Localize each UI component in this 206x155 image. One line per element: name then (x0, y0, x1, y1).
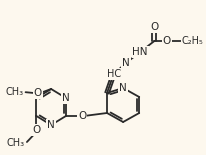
Text: O: O (163, 36, 171, 46)
Text: N: N (47, 120, 55, 130)
Text: N: N (122, 58, 130, 68)
Text: CH₃: CH₃ (7, 138, 25, 148)
Text: O: O (34, 88, 42, 98)
Text: HC: HC (107, 69, 121, 79)
Text: CH₃: CH₃ (6, 87, 24, 97)
Text: HN: HN (132, 47, 148, 57)
Text: O: O (32, 125, 41, 135)
Text: O: O (78, 111, 86, 121)
Text: N: N (119, 83, 127, 93)
Text: O: O (150, 22, 158, 32)
Text: N: N (62, 93, 70, 103)
Text: C₂H₅: C₂H₅ (182, 36, 204, 46)
